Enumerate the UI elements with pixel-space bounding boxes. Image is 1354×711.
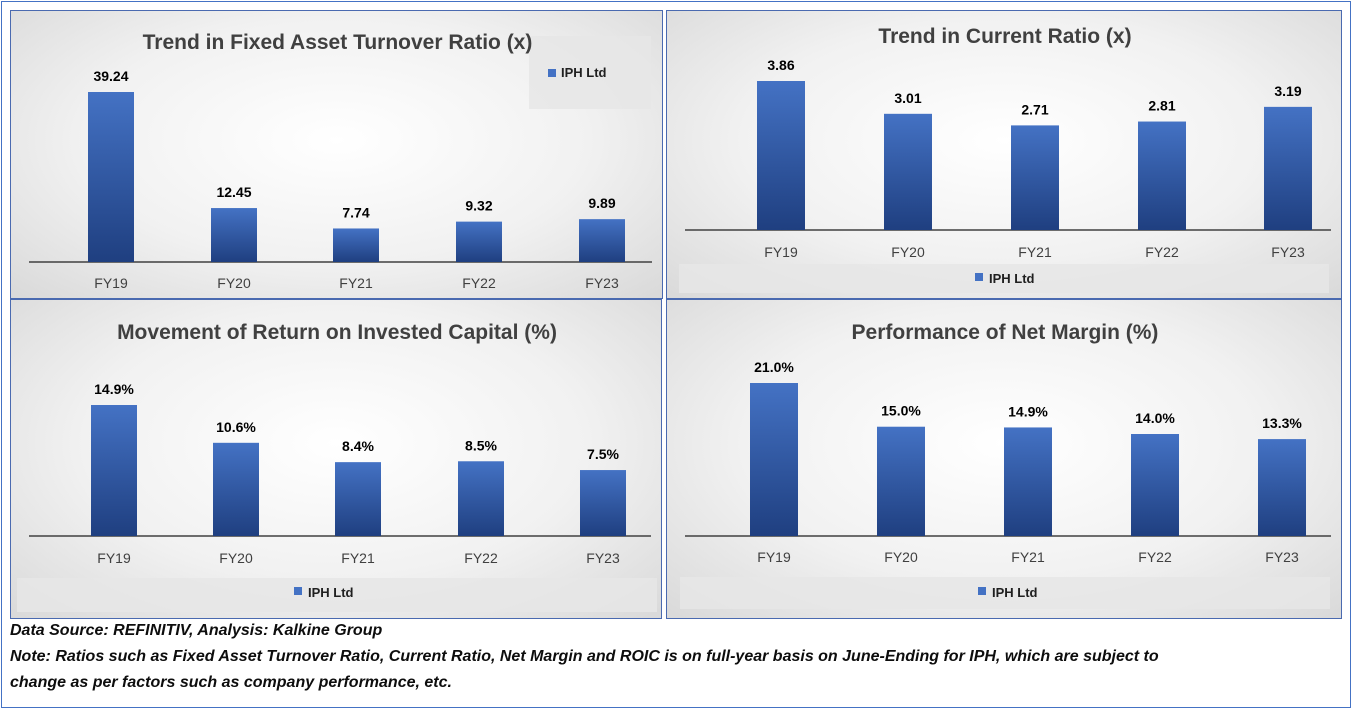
x-tick-label: FY19 [94, 275, 128, 291]
chart-svg: Movement of Return on Invested Capital (… [17, 321, 657, 612]
x-tick-label: FY23 [1265, 549, 1299, 565]
x-tick-label: FY21 [1011, 549, 1045, 565]
x-tick-label: FY23 [1271, 244, 1305, 260]
legend-label: IPH Ltd [989, 271, 1035, 286]
bar-fy19 [750, 383, 798, 536]
bar-fy19 [88, 92, 134, 262]
bar-fy20 [884, 113, 932, 230]
chart-title: Movement of Return on Invested Capital (… [117, 321, 557, 344]
data-label: 9.89 [588, 195, 615, 211]
bar-fy23 [1258, 439, 1306, 536]
data-label: 9.32 [465, 198, 492, 214]
bar-fy22 [1138, 121, 1186, 230]
bar-fy20 [211, 208, 257, 262]
x-tick-label: FY20 [217, 275, 251, 291]
chart-svg: Trend in Current Ratio (x) 3.86 FY19 3.01 FY… [679, 25, 1331, 293]
data-label: 3.01 [894, 90, 921, 106]
bar-fy22 [1131, 434, 1179, 536]
note-text-line-1: Note: Ratios such as Fixed Asset Turnove… [10, 648, 1159, 665]
data-label: 3.86 [767, 57, 794, 73]
x-tick-label: FY21 [339, 275, 373, 291]
legend-swatch [975, 273, 983, 281]
x-tick-label: FY20 [891, 244, 925, 260]
bar-fy21 [333, 228, 379, 262]
data-label: 14.0% [1135, 410, 1175, 426]
legend-box [680, 577, 1330, 609]
legend-label: IPH Ltd [992, 585, 1038, 600]
data-label: 21.0% [754, 359, 794, 375]
data-label: 39.24 [93, 68, 128, 84]
legend-swatch [294, 587, 302, 595]
bar-fy19 [91, 405, 137, 536]
chart-title: Trend in Fixed Asset Turnover Ratio (x) [143, 31, 533, 54]
x-tick-label: FY20 [884, 549, 918, 565]
x-tick-label: FY22 [464, 550, 498, 566]
fixed-asset-turnover-chart: Trend in Fixed Asset Turnover Ratio (x) 3… [10, 10, 663, 299]
bar-fy22 [456, 221, 502, 262]
legend-box [679, 264, 1329, 293]
legend-swatch [978, 587, 986, 595]
x-tick-label: FY21 [1018, 244, 1052, 260]
data-label: 14.9% [94, 381, 134, 397]
bar-fy20 [213, 442, 259, 536]
bar-fy21 [335, 462, 381, 536]
data-label: 2.81 [1148, 98, 1175, 114]
x-tick-label: FY20 [219, 550, 253, 566]
legend-box [17, 578, 657, 612]
x-tick-label: FY22 [462, 275, 496, 291]
data-label: 14.9% [1008, 403, 1048, 419]
chart-svg: Performance of Net Margin (%) 21.0% FY19 15… [680, 321, 1331, 609]
data-label: 15.0% [881, 403, 921, 419]
bar-fy21 [1011, 125, 1059, 230]
data-source-text: Data Source: REFINITIV, Analysis: Kalkin… [10, 622, 383, 639]
bar-fy23 [1264, 106, 1312, 230]
data-label: 13.3% [1262, 415, 1302, 431]
legend-label: IPH Ltd [561, 65, 607, 80]
x-tick-label: FY19 [97, 550, 131, 566]
x-tick-label: FY21 [341, 550, 375, 566]
bar-fy23 [579, 219, 625, 262]
x-tick-label: FY22 [1138, 549, 1172, 565]
chart-title: Performance of Net Margin (%) [852, 321, 1159, 344]
current-ratio-chart: Trend in Current Ratio (x) 3.86 FY19 3.01 FY… [666, 10, 1342, 299]
bar-fy19 [757, 81, 805, 230]
bar-fy20 [877, 426, 925, 536]
x-tick-label: FY19 [764, 244, 798, 260]
bar-fy21 [1004, 427, 1052, 536]
net-margin-chart: Performance of Net Margin (%) 21.0% FY19 15… [666, 299, 1342, 619]
data-label: 3.19 [1274, 83, 1301, 99]
data-label: 7.5% [587, 446, 619, 462]
chart-title: Trend in Current Ratio (x) [878, 25, 1131, 48]
data-label: 7.74 [342, 204, 369, 220]
x-tick-label: FY22 [1145, 244, 1179, 260]
data-label: 8.5% [465, 437, 497, 453]
bar-fy22 [458, 461, 504, 536]
data-label: 12.45 [216, 184, 251, 200]
x-tick-label: FY23 [586, 550, 620, 566]
data-label: 8.4% [342, 438, 374, 454]
chart-svg: Trend in Fixed Asset Turnover Ratio (x) 3… [29, 31, 652, 291]
x-tick-label: FY19 [757, 549, 791, 565]
note-text-line-2: change as per factors such as company pe… [10, 674, 452, 691]
footer-notes: Data Source: REFINITIV, Analysis: Kalkin… [10, 618, 1340, 696]
legend-label: IPH Ltd [308, 585, 354, 600]
data-label: 10.6% [216, 419, 256, 435]
data-label: 2.71 [1021, 101, 1048, 117]
x-tick-label: FY23 [585, 275, 619, 291]
bar-fy23 [580, 470, 626, 536]
roic-chart: Movement of Return on Invested Capital (… [10, 299, 662, 619]
legend-swatch [548, 69, 556, 77]
